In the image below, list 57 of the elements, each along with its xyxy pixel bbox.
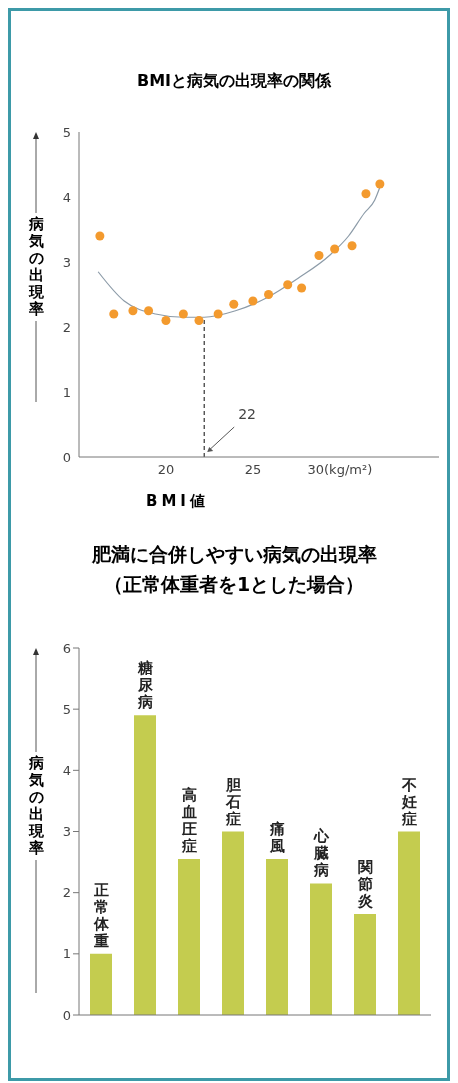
y-tick-label: 2 bbox=[62, 885, 71, 901]
point bbox=[128, 306, 138, 316]
point bbox=[213, 309, 223, 319]
x-tick-label: 正常体重 bbox=[92, 880, 110, 950]
y-tick-label: 5 bbox=[62, 124, 71, 140]
point bbox=[297, 283, 307, 293]
point bbox=[330, 244, 340, 254]
y-tick-label: 0 bbox=[62, 449, 71, 465]
point bbox=[161, 315, 171, 326]
bar bbox=[354, 914, 376, 1015]
point bbox=[264, 289, 274, 300]
point bbox=[194, 315, 204, 326]
x-tick-label: 心臓病 bbox=[312, 827, 330, 880]
x-tick-label: 糖尿病 bbox=[136, 659, 154, 712]
bar bbox=[134, 715, 156, 1015]
y-axis-title: 病気の出現率 bbox=[28, 751, 44, 860]
chart-title: BMIと病気の出現率の関係 bbox=[135, 71, 333, 92]
x-tick-label: 20 bbox=[157, 462, 175, 478]
point bbox=[178, 309, 188, 319]
bar bbox=[398, 831, 420, 1015]
y-tick-label: 4 bbox=[62, 189, 71, 205]
bar bbox=[266, 859, 288, 1015]
bar bbox=[310, 883, 332, 1015]
point bbox=[248, 296, 258, 306]
y-tick-label: 1 bbox=[62, 384, 71, 400]
x-tick-label: 痛風 bbox=[268, 820, 285, 856]
x-tick-label: 25 bbox=[244, 462, 262, 478]
x-tick-label: 30(kg/m²) bbox=[307, 462, 373, 478]
x-tick-label: 不妊症 bbox=[400, 775, 417, 828]
point bbox=[347, 241, 357, 251]
y-axis-title: 病気の出現率 bbox=[28, 213, 44, 321]
chart-title: 肥満に合併しやすい病気の出現率 bbox=[90, 542, 378, 567]
y-tick-label: 2 bbox=[62, 319, 71, 335]
bar bbox=[90, 953, 112, 1015]
y-tick-label: 5 bbox=[62, 701, 71, 717]
bar bbox=[222, 831, 244, 1015]
y-tick-label: 4 bbox=[62, 762, 71, 778]
point bbox=[144, 306, 154, 316]
chart-subtitle: （正常体重者を1とした場合） bbox=[102, 572, 366, 597]
point bbox=[283, 280, 293, 290]
y-tick-label: 3 bbox=[62, 824, 71, 840]
point bbox=[361, 189, 371, 199]
x-axis-title: BMI値 bbox=[145, 492, 210, 511]
point bbox=[314, 250, 324, 261]
point bbox=[229, 299, 239, 309]
point bbox=[375, 179, 385, 189]
point bbox=[95, 231, 105, 241]
y-tick-label: 0 bbox=[62, 1007, 71, 1023]
point bbox=[109, 309, 119, 319]
bar bbox=[178, 859, 200, 1015]
y-tick-label: 3 bbox=[62, 254, 71, 270]
y-tick-label: 6 bbox=[62, 640, 71, 656]
x-tick-label: 高血圧症 bbox=[180, 786, 197, 856]
ref-line-label: 22 bbox=[238, 406, 257, 422]
x-tick-label: 関節炎 bbox=[356, 858, 373, 911]
y-tick-label: 1 bbox=[62, 946, 71, 962]
x-tick-label: 胆石症 bbox=[224, 775, 241, 828]
